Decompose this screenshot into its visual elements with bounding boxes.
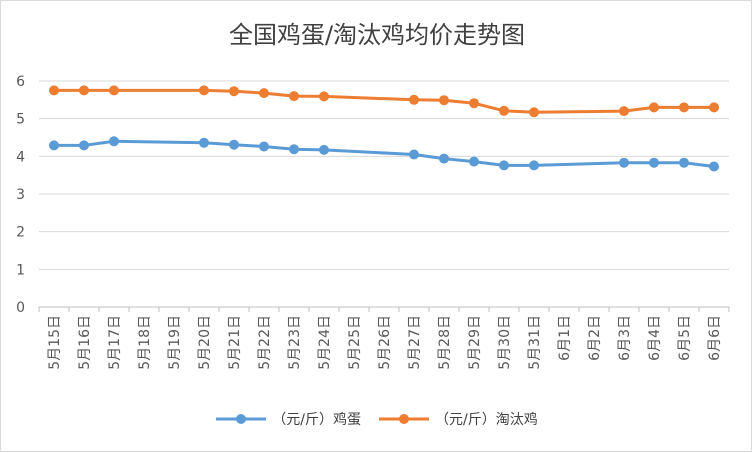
x-tick-label: 5月31日 — [527, 315, 543, 370]
data-point-1 — [619, 106, 629, 117]
x-tick-label: 5月23日 — [287, 315, 303, 370]
x-tick-label: 5月25日 — [347, 315, 363, 370]
legend-swatch-egg — [216, 414, 267, 424]
y-tick-label: 4 — [16, 149, 25, 165]
x-tick-label: 6月5日 — [677, 315, 693, 361]
data-point-1 — [109, 85, 119, 96]
x-tick-label: 5月22日 — [257, 315, 273, 370]
x-tick-label: 5月27日 — [407, 315, 423, 370]
data-point-1 — [79, 85, 89, 96]
data-point-0 — [259, 141, 269, 152]
legend-label-egg: （元/斤）鸡蛋 — [272, 412, 361, 428]
x-tick-label: 5月19日 — [167, 315, 183, 370]
y-tick-label: 3 — [16, 187, 25, 203]
data-point-1 — [409, 94, 419, 105]
y-tick-label: 1 — [16, 262, 25, 278]
legend-label-hen: （元/斤）淘汰鸡 — [435, 412, 538, 428]
x-tick-label: 5月29日 — [467, 315, 483, 370]
x-tick-label: 5月17日 — [107, 315, 123, 370]
data-point-0 — [109, 136, 119, 147]
x-tick-label: 5月30日 — [497, 315, 513, 370]
data-point-0 — [199, 137, 209, 148]
data-point-0 — [229, 139, 239, 150]
data-point-0 — [529, 160, 539, 171]
data-point-0 — [319, 144, 329, 155]
data-point-1 — [499, 105, 509, 116]
data-point-1 — [649, 102, 659, 113]
data-point-0 — [79, 140, 89, 151]
data-point-0 — [679, 157, 689, 168]
x-tick-label: 6月2日 — [587, 315, 603, 361]
x-tick-label: 5月26日 — [377, 315, 393, 370]
data-point-1 — [439, 95, 449, 106]
data-point-0 — [499, 160, 509, 171]
y-tick-label: 5 — [16, 112, 25, 128]
data-point-0 — [709, 161, 719, 172]
data-point-1 — [199, 85, 209, 96]
data-point-0 — [289, 144, 299, 155]
data-point-0 — [439, 153, 449, 164]
x-tick-label: 6月3日 — [617, 315, 633, 361]
legend-item-hen[interactable]: （元/斤）淘汰鸡 — [379, 409, 538, 429]
data-point-1 — [259, 88, 269, 99]
x-tick-label: 5月20日 — [197, 315, 213, 370]
x-tick-label: 5月18日 — [137, 315, 153, 370]
x-tick-label: 5月16日 — [77, 315, 93, 370]
x-tick-label: 6月6日 — [707, 315, 723, 361]
x-tick-label: 6月1日 — [557, 315, 573, 361]
x-tick-label: 5月28日 — [437, 315, 453, 370]
legend-swatch-hen — [379, 414, 429, 424]
x-tick-label: 6月4日 — [647, 315, 663, 361]
data-point-0 — [469, 156, 479, 167]
series-line-0 — [52, 139, 716, 168]
data-point-1 — [529, 107, 539, 118]
data-point-1 — [709, 102, 719, 113]
data-point-1 — [289, 91, 299, 102]
data-point-0 — [49, 140, 59, 151]
y-tick-label: 2 — [16, 225, 25, 241]
data-point-1 — [319, 91, 329, 102]
legend: （元/斤）鸡蛋 （元/斤）淘汰鸡 — [1, 409, 752, 429]
data-point-1 — [469, 98, 479, 109]
chart-title: 全国鸡蛋/淘汰鸡均价走势图 — [228, 21, 526, 49]
data-point-1 — [49, 85, 59, 96]
data-point-0 — [409, 149, 419, 160]
y-tick-label: 0 — [16, 300, 25, 316]
legend-item-egg[interactable]: （元/斤）鸡蛋 — [216, 409, 361, 429]
x-tick-label: 5月15日 — [47, 315, 63, 370]
data-point-0 — [649, 157, 659, 168]
y-tick-label: 6 — [16, 74, 25, 90]
data-point-1 — [229, 86, 239, 97]
data-point-0 — [619, 157, 629, 168]
x-tick-label: 5月21日 — [227, 315, 243, 370]
data-point-1 — [679, 102, 689, 113]
x-tick-label: 5月24日 — [317, 315, 333, 370]
series-line-1 — [52, 88, 716, 114]
